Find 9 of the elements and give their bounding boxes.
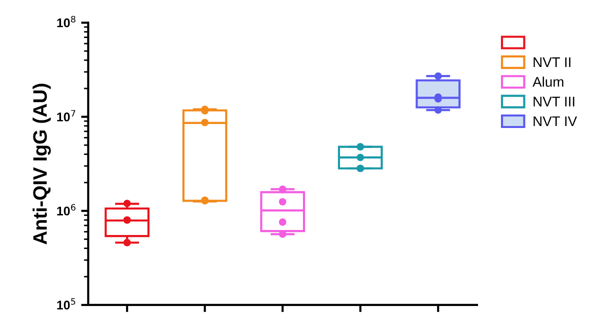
legend-label: Alum [532,76,564,87]
y-tick-label: 10$^{7}$ [57,110,76,122]
legend-label: NVT II [534,57,570,67]
y-tick-label: 10$^{5}$ [57,298,76,310]
legend-label: NVT III [534,96,574,106]
y-tick-label: 10$^{8}$ [57,16,76,28]
legend-label: NVT IV [534,116,578,126]
y-axis-title: Anti-QIV IgG (AU) [32,84,51,244]
y-tick-label: 10$^{6}$ [57,204,76,216]
